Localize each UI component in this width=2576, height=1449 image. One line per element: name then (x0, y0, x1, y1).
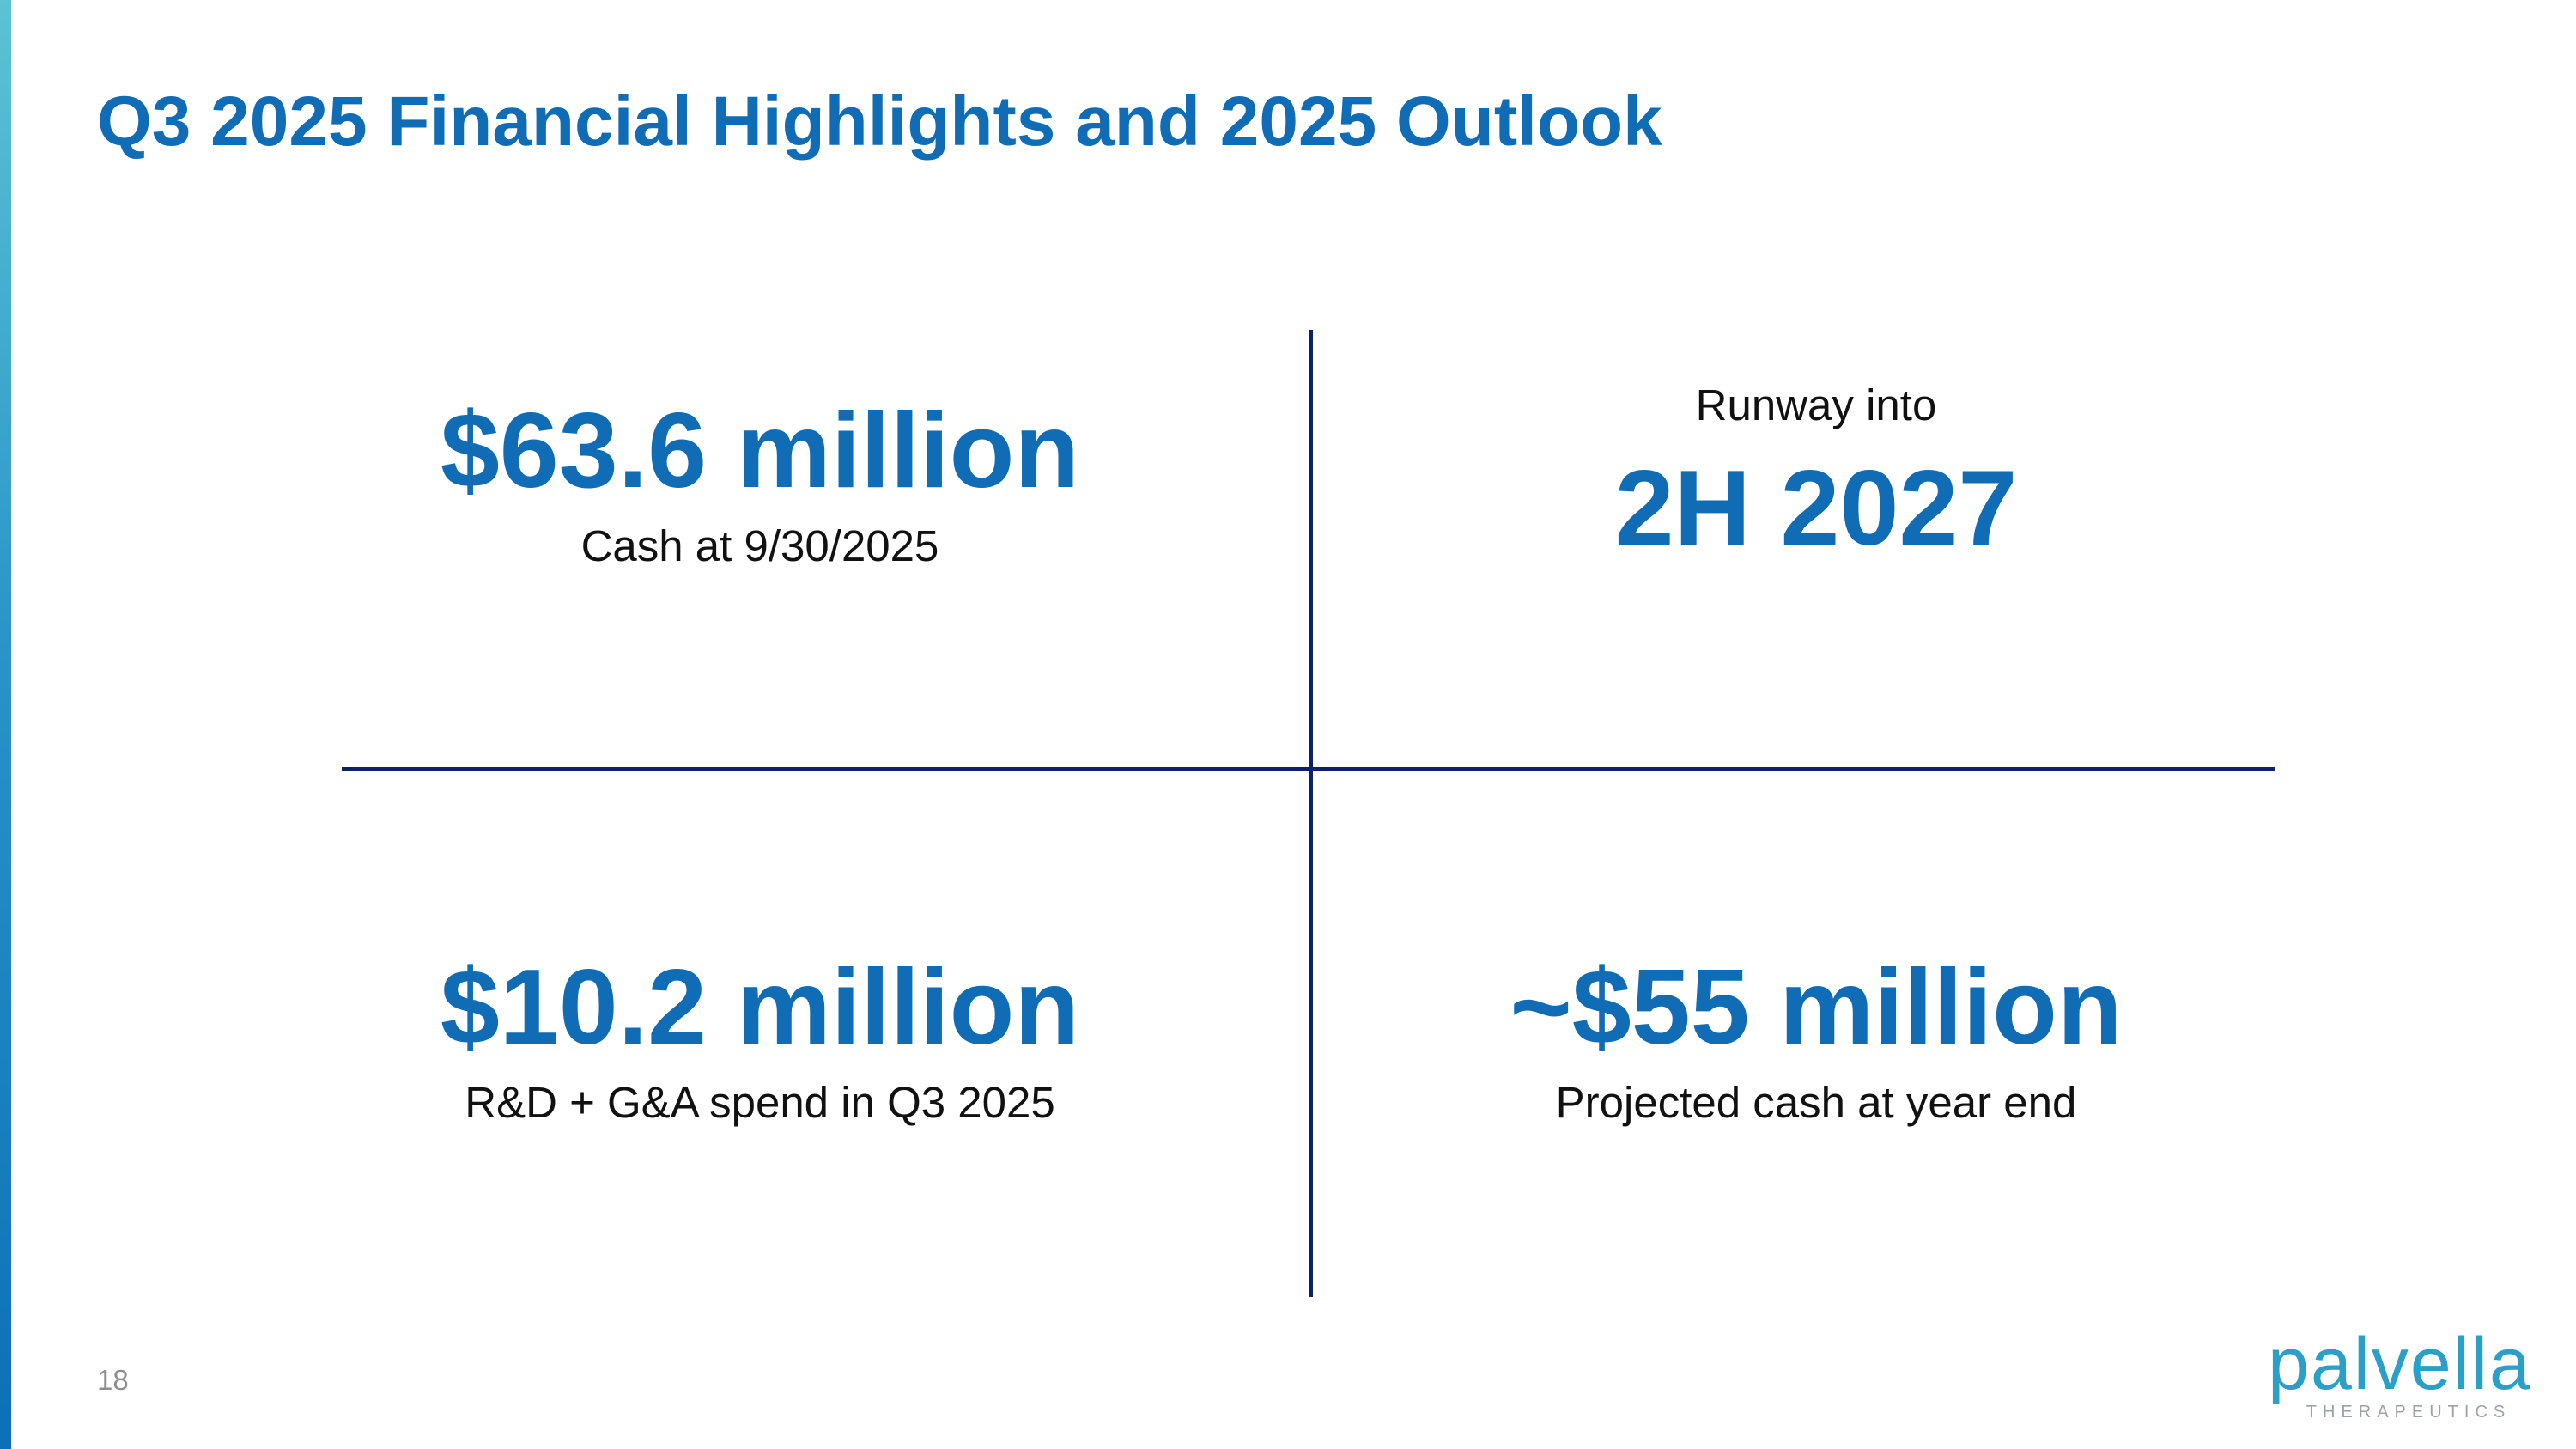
cash-value: $63.6 million (440, 392, 1080, 510)
logo-tagline: THERAPEUTICS (2306, 1403, 2512, 1422)
left-accent-bar (0, 0, 11, 1449)
horizontal-divider (342, 767, 2275, 771)
page-number: 18 (97, 1364, 129, 1396)
runway-prefix: Runway into (1695, 381, 1937, 429)
cash-caption: Cash at 9/30/2025 (580, 521, 939, 570)
vertical-divider (1309, 330, 1313, 1297)
projected-caption: Projected cash at year end (1555, 1078, 2077, 1127)
palvella-logo: palvella THERAPEUTICS (2258, 1327, 2542, 1422)
spend-caption: R&D + G&A spend in Q3 2025 (465, 1078, 1055, 1127)
runway-value: 2H 2027 (1614, 449, 2018, 568)
logo-wordmark: palvella (2268, 1323, 2532, 1405)
slide-title: Q3 2025 Financial Highlights and 2025 Ou… (97, 82, 1662, 161)
spend-value: $10.2 million (440, 948, 1080, 1067)
projected-value: ~$55 million (1510, 948, 2123, 1067)
